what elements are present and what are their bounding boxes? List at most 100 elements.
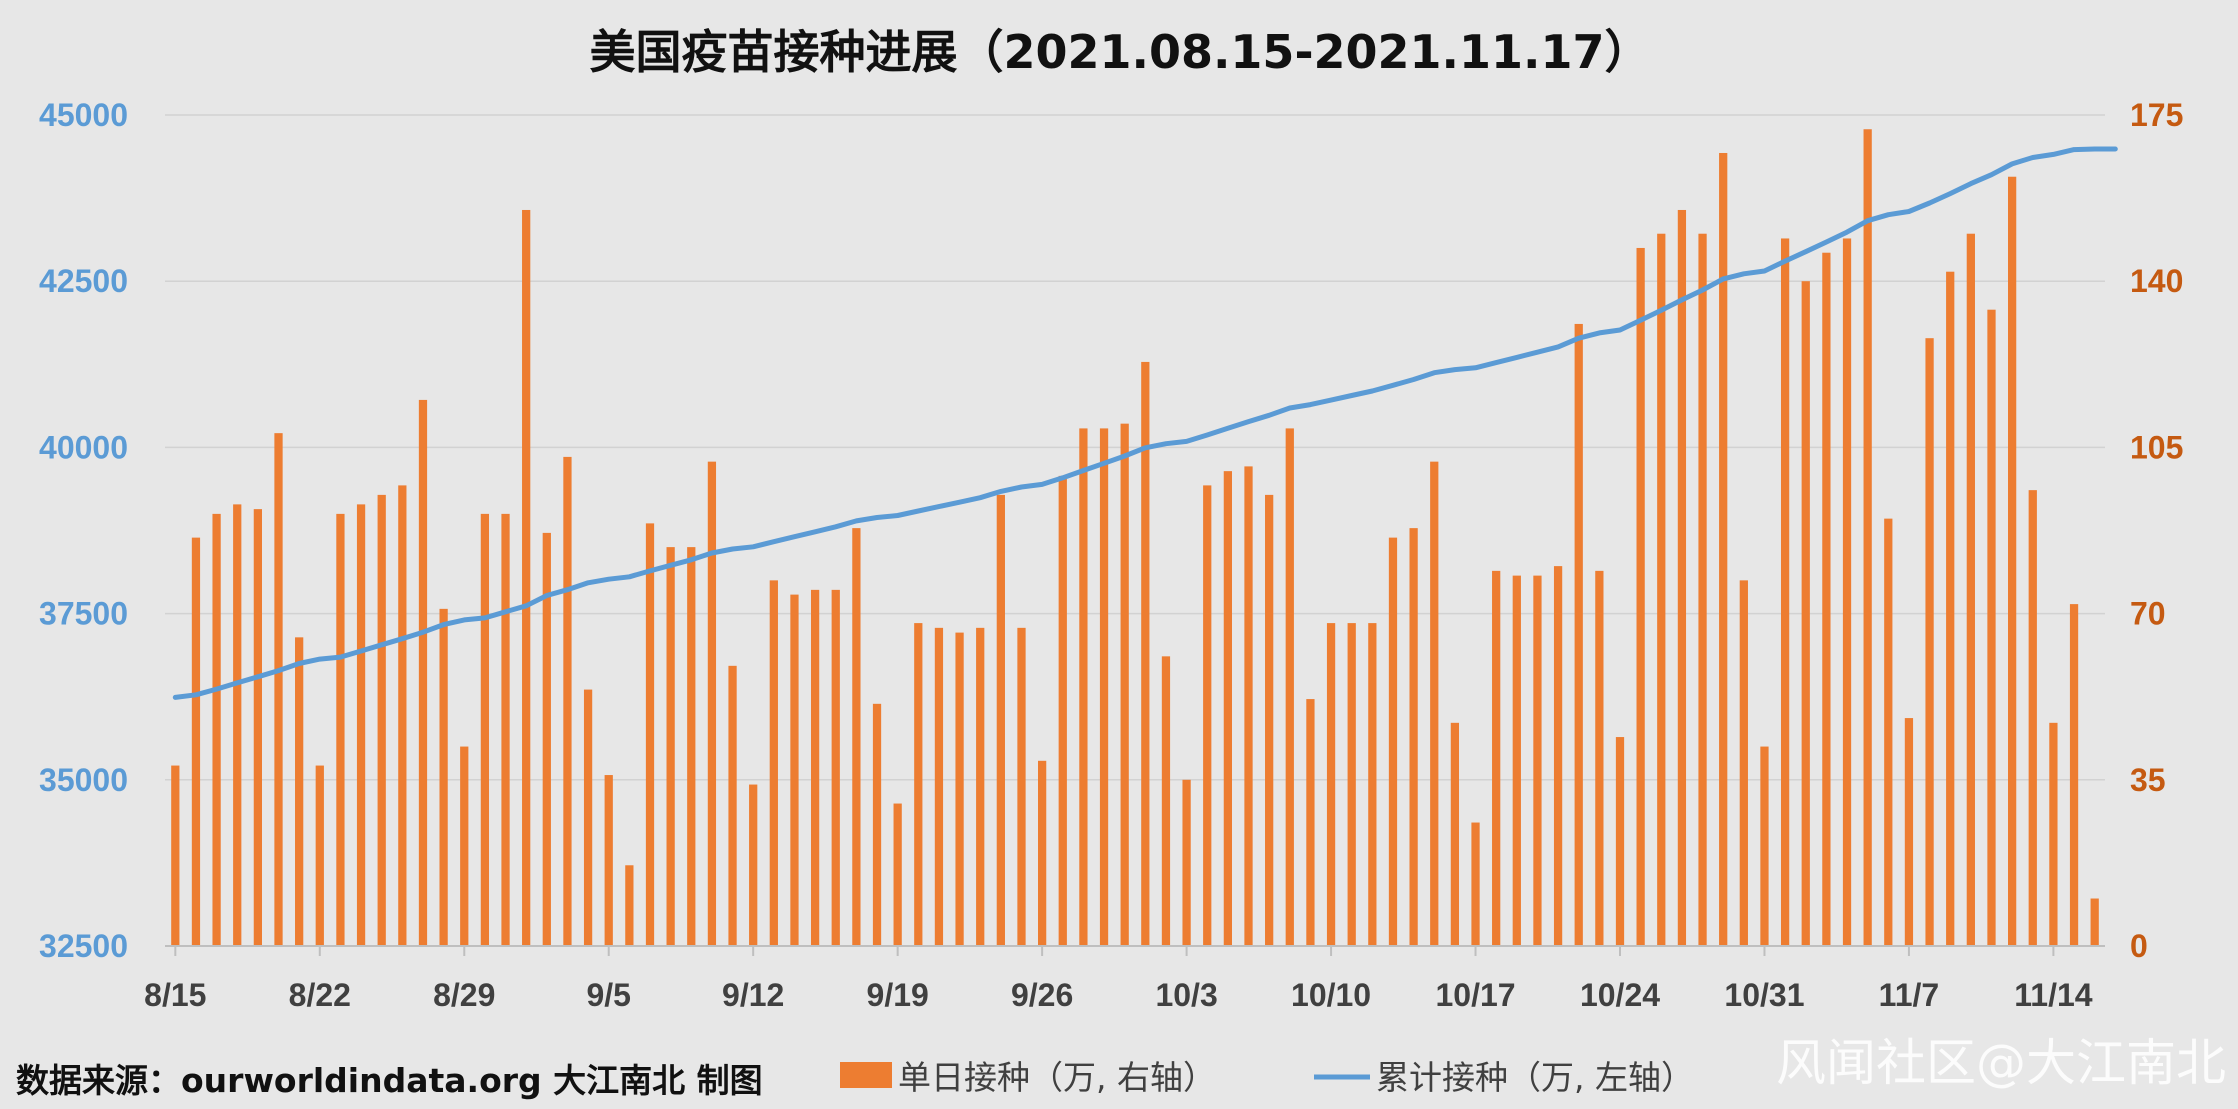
left-tick-label: 37500	[39, 596, 128, 632]
daily-bar	[852, 528, 861, 946]
daily-bar	[1471, 822, 1480, 946]
daily-bar	[480, 513, 490, 946]
daily-bar	[1533, 575, 1542, 946]
daily-bar	[1306, 699, 1315, 946]
daily-bar	[810, 589, 820, 946]
left-axis-ticks: 32500 35000 37500 40000 42500 45000	[39, 97, 128, 964]
source-note: 数据来源：ourworldindata.org 大江南北 制图	[16, 1061, 763, 1100]
right-axis-ticks: 0 35 70 105 140 175	[2130, 97, 2183, 964]
daily-bar	[914, 623, 923, 946]
daily-bar	[1161, 656, 1171, 946]
cumulative-line	[172, 146, 2118, 700]
daily-bar	[996, 494, 1005, 946]
daily-bar	[1450, 722, 1460, 946]
daily-bar	[955, 632, 964, 946]
legend-line-label: 累计接种（万, 左轴）	[1376, 1058, 1694, 1097]
x-tick-label: 9/12	[722, 977, 784, 1013]
right-tick-label: 70	[2130, 596, 2166, 632]
daily-bar	[2008, 176, 2017, 946]
left-tick-label: 35000	[39, 762, 128, 798]
daily-bar	[1368, 623, 1377, 946]
daily-bar	[439, 608, 448, 946]
x-tick-label: 10/10	[1291, 977, 1371, 1013]
daily-bar	[563, 456, 572, 946]
daily-bar	[1842, 238, 1852, 946]
daily-bar	[1595, 570, 1604, 946]
daily-bar	[336, 513, 345, 946]
daily-bar	[1017, 627, 1026, 946]
daily-bar	[1925, 338, 1934, 946]
x-tick-label: 8/22	[289, 977, 351, 1013]
daily-bar	[728, 665, 737, 946]
axes	[165, 945, 2105, 956]
daily-bar	[604, 775, 613, 946]
daily-bar	[542, 532, 551, 946]
x-tick-label: 8/15	[144, 977, 206, 1013]
daily-bar	[1388, 537, 1398, 946]
daily-bar	[1553, 566, 1563, 946]
daily-bar	[212, 513, 221, 946]
daily-bar	[1347, 623, 1356, 946]
daily-bar	[1574, 323, 1583, 946]
daily-bar	[687, 547, 696, 946]
x-tick-label: 10/3	[1155, 977, 1217, 1013]
daily-bar	[171, 765, 180, 946]
daily-bar	[274, 433, 283, 946]
daily-bar	[1265, 494, 1274, 946]
daily-bar	[1801, 281, 1810, 946]
daily-bar	[356, 504, 366, 946]
daily-bar	[191, 537, 201, 946]
daily-bar	[872, 703, 882, 946]
right-tick-label: 175	[2130, 97, 2183, 133]
daily-bar	[1657, 233, 1666, 946]
daily-bar	[1739, 580, 1748, 946]
daily-bar	[1512, 575, 1521, 946]
chart-title: 美国疫苗接种进展（2021.08.15-2021.11.17）	[589, 25, 1650, 79]
daily-bar	[295, 637, 304, 946]
daily-bar	[583, 689, 593, 946]
daily-bar	[377, 494, 386, 946]
watermark: 风闻社区@大江南北	[1776, 1034, 2226, 1092]
daily-bar	[253, 509, 262, 946]
daily-bar	[1677, 209, 1687, 946]
daily-bar	[1966, 233, 1975, 946]
daily-bar	[625, 865, 634, 946]
daily-bar	[1285, 428, 1294, 946]
x-tick-label: 9/19	[867, 977, 929, 1013]
daily-bar	[233, 504, 242, 946]
daily-bar	[1409, 528, 1418, 946]
x-tick-label: 8/29	[433, 977, 495, 1013]
daily-bar	[1038, 760, 1047, 946]
legend: 单日接种（万, 右轴） 累计接种（万, 左轴）	[840, 1058, 1694, 1097]
daily-bar	[769, 580, 778, 946]
daily-bar	[1326, 623, 1336, 946]
x-tick-label: 10/31	[1724, 977, 1804, 1013]
grid-lines	[165, 114, 2105, 781]
daily-bar	[707, 461, 717, 946]
daily-bar	[1987, 309, 1996, 947]
daily-bar	[418, 399, 428, 946]
x-tick-label: 11/14	[2014, 977, 2093, 1013]
daily-bar	[2028, 490, 2037, 946]
daily-bar	[2069, 604, 2079, 946]
right-tick-label: 105	[2130, 429, 2183, 465]
daily-bar	[831, 589, 840, 946]
daily-bar	[893, 803, 902, 946]
daily-bar	[522, 209, 531, 946]
daily-bar	[1182, 779, 1191, 946]
left-tick-label: 45000	[39, 97, 128, 133]
daily-bar	[1884, 518, 1893, 946]
daily-bars	[171, 129, 2099, 947]
daily-bar	[1636, 247, 1645, 946]
x-tick-label: 10/17	[1435, 977, 1515, 1013]
daily-bar	[1615, 737, 1625, 946]
daily-bar	[645, 523, 655, 946]
daily-bar	[1079, 428, 1088, 946]
daily-bar	[1223, 471, 1232, 946]
daily-bar	[2090, 898, 2099, 946]
legend-bar-swatch	[840, 1062, 892, 1088]
x-tick-label: 9/26	[1011, 977, 1073, 1013]
right-tick-label: 0	[2130, 928, 2148, 964]
daily-bar	[666, 547, 675, 946]
